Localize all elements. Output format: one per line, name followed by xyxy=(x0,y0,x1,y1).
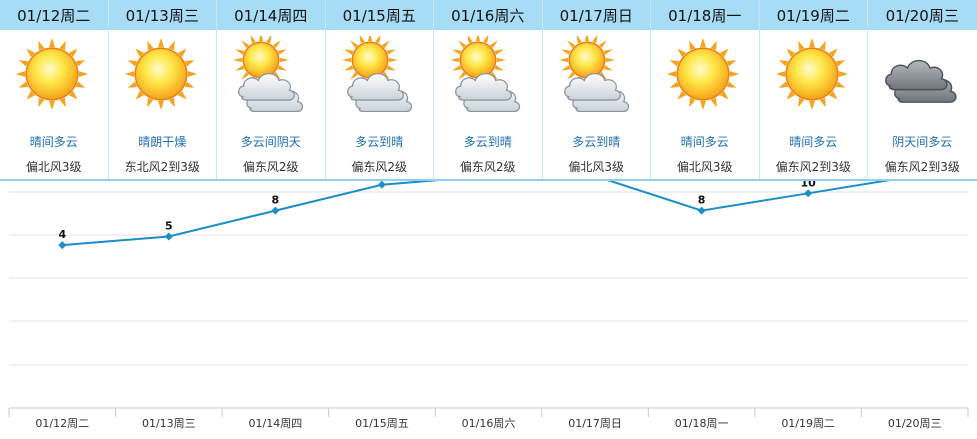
low-temp-line xyxy=(62,181,891,247)
day-date: 01/20周三 xyxy=(868,0,977,30)
day-wind: 偏北风3级 xyxy=(25,160,82,174)
day-card: 01/12周二 晴间多云 偏北风3级 xyxy=(0,0,109,180)
low-temp-point xyxy=(164,232,173,241)
x-tick-label: 01/13周三 xyxy=(142,417,196,430)
day-date: 01/12周二 xyxy=(0,0,108,30)
sun-disc xyxy=(16,38,88,110)
day-weather: 晴间多云 xyxy=(680,135,729,149)
low-temp-label: 10 xyxy=(801,181,817,189)
forecast-strip: 01/12周二 晴间多云 偏北风3级 01/13周三 晴朗干燥 东北风2到3级 … xyxy=(0,0,977,181)
x-tick-label: 01/20周三 xyxy=(888,417,942,430)
low-temp-point xyxy=(377,181,386,189)
cloud-shape xyxy=(885,59,957,103)
partly-cloudy-icon xyxy=(557,32,633,113)
partly-cloudy-icon xyxy=(448,32,524,113)
day-wind: 偏东风2级 xyxy=(459,160,516,174)
day-weather: 多云到晴 xyxy=(572,135,621,149)
day-card: 01/19周二 晴间多云 偏东风2到3级 xyxy=(759,0,868,180)
x-tick-label: 01/17周日 xyxy=(568,417,622,430)
day-weather: 阴天间多云 xyxy=(892,135,953,149)
day-date: 01/17周日 xyxy=(542,0,650,30)
low-temp-point xyxy=(271,206,280,215)
sun-icon xyxy=(665,36,741,112)
low-temp-label: 8 xyxy=(698,194,706,207)
day-wind: 偏北风3级 xyxy=(568,160,625,174)
day-wind: 东北风2到3级 xyxy=(124,160,200,174)
x-tick-label: 01/18周一 xyxy=(675,417,729,430)
cloud-shape xyxy=(237,72,304,113)
day-wind: 偏东风2到3级 xyxy=(775,160,851,174)
temperature-line-chart: 01/12周二 01/13周三 01/14周四 01/15周五 01/16周六 01/17… xyxy=(8,181,969,430)
day-card: 01/13周三 晴朗干燥 东北风2到3级 xyxy=(108,0,217,180)
day-card: 01/17周日 多云到晴 偏北风3级 xyxy=(542,0,651,180)
day-weather: 晴间多云 xyxy=(29,135,78,149)
day-card: 01/20周三 阴天间多云 偏东风2到3级 xyxy=(868,0,977,180)
x-tick-label: 01/15周五 xyxy=(355,417,409,430)
day-weather: 多云到晴 xyxy=(463,135,512,149)
day-card: 01/14周四 多云间阴天 偏东风2级 xyxy=(217,0,326,180)
day-wind: 偏北风3级 xyxy=(676,160,733,174)
day-weather: 多云到晴 xyxy=(355,135,404,149)
day-card: 01/16周六 多云到晴 偏东风2级 xyxy=(434,0,543,180)
x-tick-label: 01/19周二 xyxy=(781,417,835,430)
cloud-shape xyxy=(346,72,412,113)
overcast-icon xyxy=(882,36,958,112)
sun-icon xyxy=(774,36,850,112)
low-temp-label: 8 xyxy=(272,194,280,207)
day-weather: 晴间多云 xyxy=(789,135,838,149)
sun-disc xyxy=(775,38,848,110)
low-temp-label: 5 xyxy=(165,220,173,233)
sun-disc xyxy=(124,38,197,110)
day-date: 01/13周三 xyxy=(108,0,216,30)
day-card: 01/15周五 多云到晴 偏东风2级 xyxy=(325,0,434,180)
sun-disc xyxy=(667,38,739,110)
day-weather: 多云间阴天 xyxy=(240,135,301,149)
sun-icon xyxy=(123,36,199,112)
x-tick-label: 01/14周四 xyxy=(249,417,303,430)
low-temp-label: 4 xyxy=(58,228,66,241)
low-temp-point xyxy=(697,206,706,215)
day-wind: 偏东风2级 xyxy=(242,160,299,174)
day-date: 01/15周五 xyxy=(325,0,433,30)
cloud-shape xyxy=(454,72,521,113)
partly-cloudy-icon xyxy=(340,32,416,113)
day-wind: 偏东风2到3级 xyxy=(884,160,960,174)
cloud-shape xyxy=(563,72,629,113)
sun-icon xyxy=(14,36,90,112)
day-weather: 晴朗干燥 xyxy=(138,135,187,149)
day-date: 01/16周六 xyxy=(434,0,542,30)
low-temp-point xyxy=(58,241,67,250)
low-temp-point xyxy=(804,189,813,198)
day-wind: 偏东风2级 xyxy=(351,160,408,174)
header-divider xyxy=(0,179,977,181)
x-tick-label: 01/12周二 xyxy=(35,417,89,430)
day-date: 01/18周一 xyxy=(651,0,759,30)
day-date: 01/14周四 xyxy=(217,0,325,30)
partly-cloudy-icon xyxy=(231,32,307,113)
x-tick-label: 01/16周六 xyxy=(462,417,516,430)
day-card: 01/18周一 晴间多云 偏北风3级 xyxy=(651,0,760,180)
day-date: 01/19周二 xyxy=(759,0,867,30)
